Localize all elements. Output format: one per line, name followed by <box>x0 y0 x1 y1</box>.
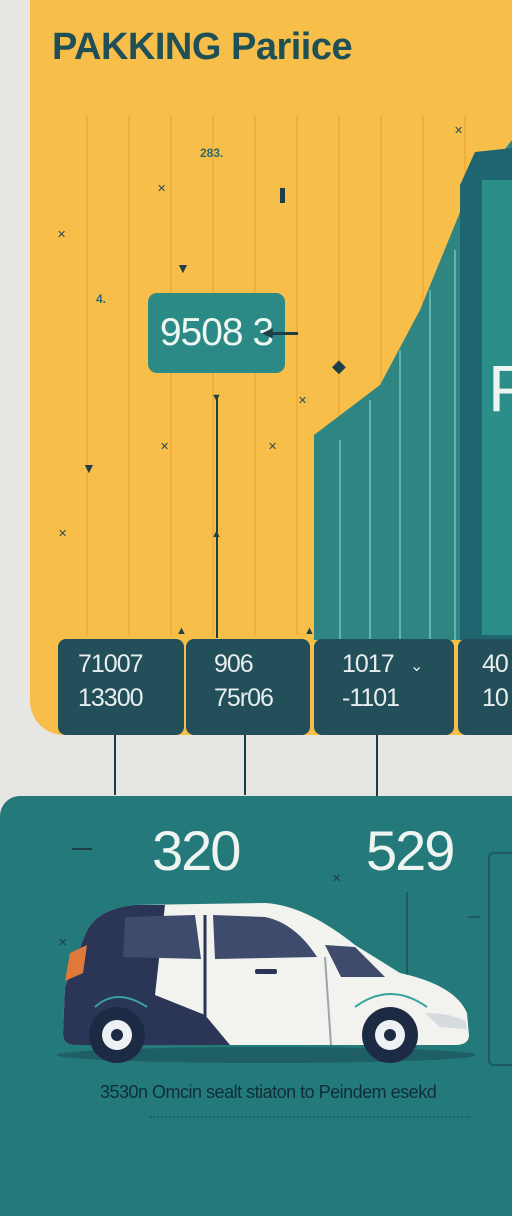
arrow-down-icon: ▼ <box>82 460 96 476</box>
connector-line <box>216 398 218 638</box>
parking-sign: P <box>488 351 512 425</box>
connector-line <box>376 735 378 797</box>
data-card-value: 40 <box>482 650 509 678</box>
connector-line <box>406 892 408 982</box>
arrow-up-icon: ▲ <box>176 625 187 637</box>
connector-line <box>244 735 246 795</box>
sparkle-icon: ✕ <box>160 441 170 453</box>
arrow-down-icon: ▼ <box>211 392 222 404</box>
parking-building <box>314 140 512 640</box>
highlight-card: 9508 3 <box>148 293 285 373</box>
data-card-value: 75r06 <box>214 684 274 712</box>
data-card-value: -1101 <box>342 684 400 712</box>
data-card-value: 13300 <box>78 684 144 712</box>
data-card: 1017 -1101 <box>314 639 454 735</box>
sparkle-icon: ✕ <box>268 441 278 453</box>
arrow-left-icon: ◀ <box>262 324 273 340</box>
side-label: 4. <box>96 292 107 306</box>
footer-caption: 3530n Omcin sealt stiaton to Peindem ese… <box>100 1082 437 1102</box>
sparkle-icon: ✕ <box>332 873 342 885</box>
data-card-value: 906 <box>214 650 254 678</box>
side-frame <box>488 852 512 1066</box>
tick-mark <box>72 848 92 850</box>
sparkle-icon: ✕ <box>58 528 68 540</box>
data-card-value: 1017 <box>342 650 395 678</box>
data-card: 40 10 <box>458 639 512 735</box>
sparkle-icon: ✕ <box>57 229 67 241</box>
data-card-value: 10 <box>482 684 509 712</box>
sparkle-icon: ✕ <box>157 183 167 195</box>
arrow-up-icon: ▲ <box>211 528 222 540</box>
data-card-value: 71007 <box>78 650 144 678</box>
diamond-icon: ◆ <box>332 356 346 376</box>
pointer-line <box>266 332 298 335</box>
data-card: 906 75r06 <box>186 639 310 735</box>
stat-value: 320 <box>152 819 241 882</box>
sparkle-icon: ✕ <box>454 125 464 137</box>
page-title: PAKKING Pariice <box>52 26 353 68</box>
footer-rule <box>150 1116 470 1122</box>
sparkle-icon: ✕ <box>58 937 68 949</box>
data-card: 71007 13300 <box>58 639 184 735</box>
chevron-down-icon: ⌄ <box>410 658 424 675</box>
stat-value: 529 <box>366 819 455 882</box>
arrow-up-icon: ▲ <box>304 625 315 637</box>
top-label: 283. <box>200 146 224 160</box>
connector-line <box>114 735 116 795</box>
car-illustration <box>57 903 475 1063</box>
tick-mark <box>280 188 285 203</box>
tick-mark <box>468 916 480 918</box>
sparkle-icon: ✕ <box>298 395 308 407</box>
arrow-down-icon: ▼ <box>176 260 190 276</box>
